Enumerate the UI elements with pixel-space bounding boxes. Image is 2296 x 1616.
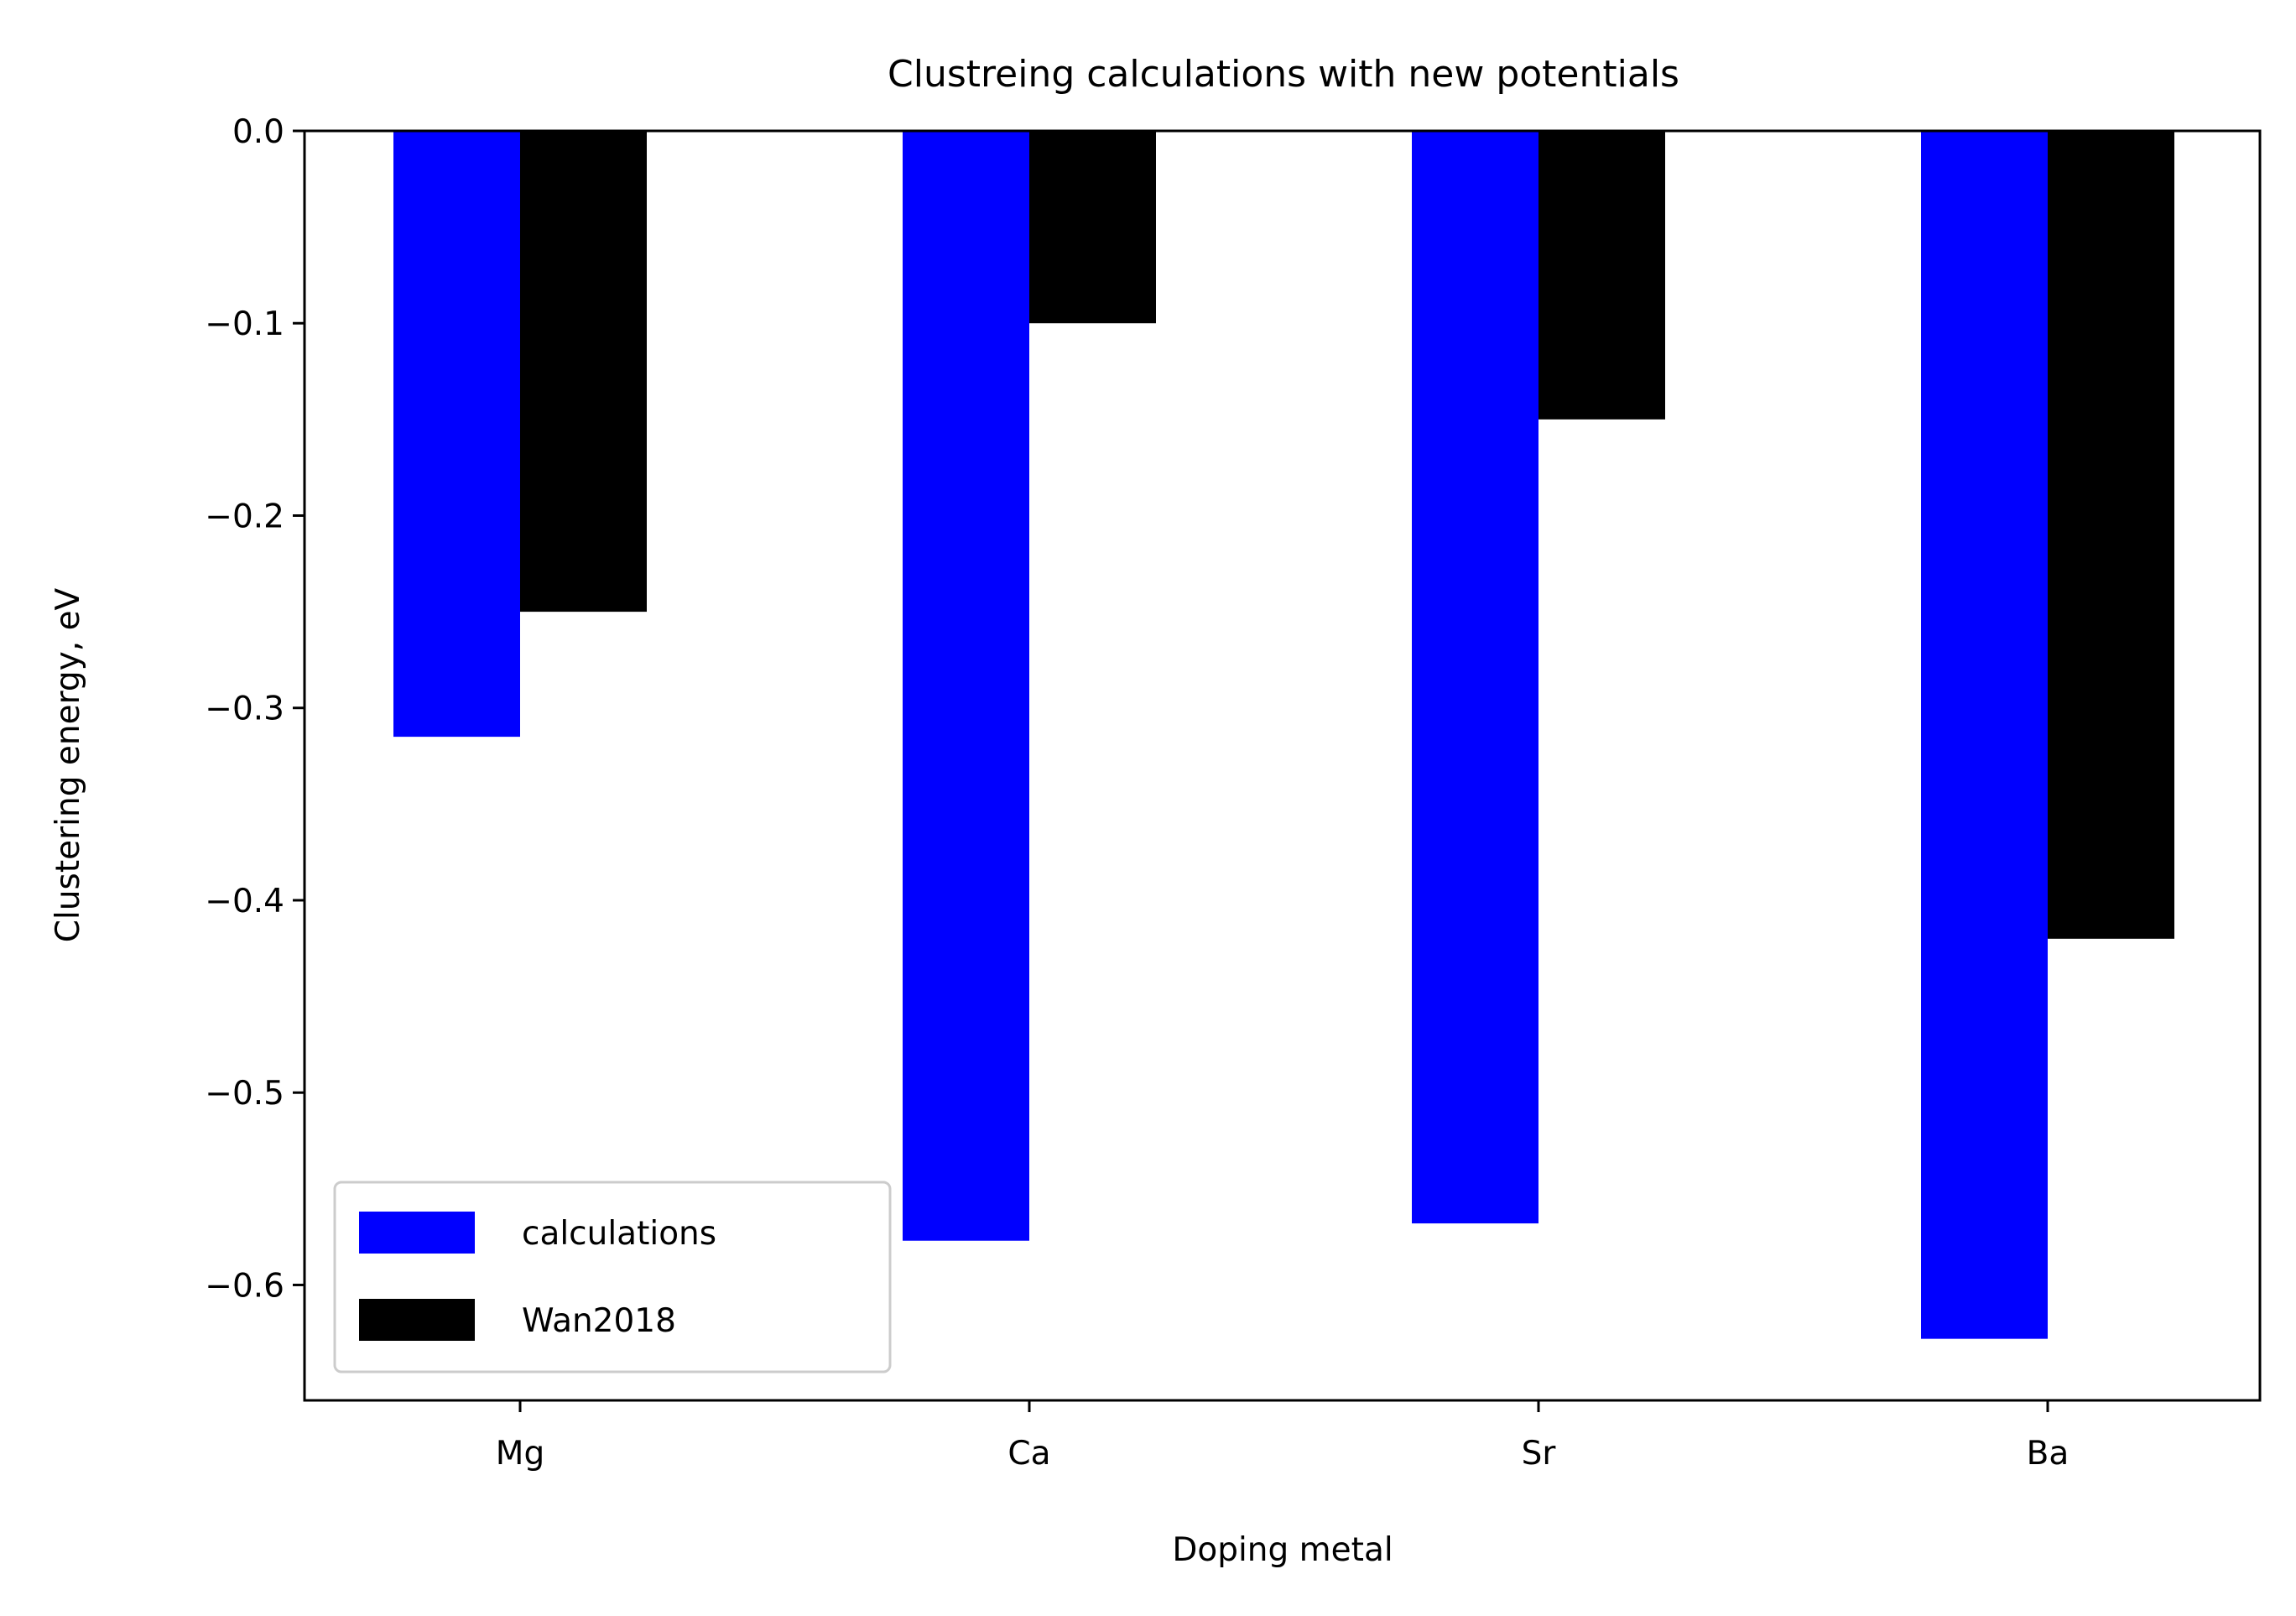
bar-calculations-sr bbox=[1412, 131, 1538, 1224]
y-tick-label: −0.3 bbox=[205, 691, 284, 728]
y-tick-label: −0.6 bbox=[205, 1267, 284, 1305]
x-tick-label-sr: Sr bbox=[1522, 1435, 1557, 1473]
bars-group bbox=[393, 131, 2174, 1339]
y-tick-label: −0.4 bbox=[205, 883, 284, 920]
bar-wan2018-sr bbox=[1538, 131, 1665, 420]
x-axis: Mg Ca Sr Ba bbox=[496, 1400, 2070, 1473]
x-axis-label: Doping metal bbox=[1172, 1531, 1393, 1569]
x-tick-label-ba: Ba bbox=[2027, 1435, 2070, 1473]
y-tick-label: 0.0 bbox=[232, 113, 284, 151]
y-tick-label: −0.5 bbox=[205, 1075, 284, 1113]
bar-calculations-ba bbox=[1921, 131, 2048, 1339]
legend: calculations Wan2018 bbox=[333, 1181, 892, 1374]
legend-box bbox=[333, 1181, 892, 1374]
y-axis-label: Clustering energy, eV bbox=[49, 587, 87, 942]
y-axis: 0.0 −0.1 −0.2 −0.3 −0.4 −0.5 −0.6 bbox=[205, 113, 305, 1305]
legend-label-wan2018: Wan2018 bbox=[522, 1302, 676, 1340]
bar-wan2018-ca bbox=[1029, 131, 1156, 324]
chart-title: Clustreing calculations with new potenti… bbox=[888, 53, 1679, 96]
bar-calculations-ca bbox=[903, 131, 1029, 1241]
y-tick-label: −0.2 bbox=[205, 498, 284, 535]
bar-wan2018-mg bbox=[520, 131, 647, 613]
bar-calculations-mg bbox=[393, 131, 520, 738]
y-tick-label: −0.1 bbox=[205, 305, 284, 343]
legend-swatch-calculations bbox=[359, 1212, 475, 1254]
legend-label-calculations: calculations bbox=[522, 1215, 716, 1253]
plot-frame bbox=[303, 129, 2262, 1402]
x-tick-label-mg: Mg bbox=[496, 1435, 544, 1473]
x-tick-label-ca: Ca bbox=[1007, 1435, 1050, 1473]
legend-swatch-wan2018 bbox=[359, 1299, 475, 1341]
bar-wan2018-ba bbox=[2048, 131, 2174, 939]
